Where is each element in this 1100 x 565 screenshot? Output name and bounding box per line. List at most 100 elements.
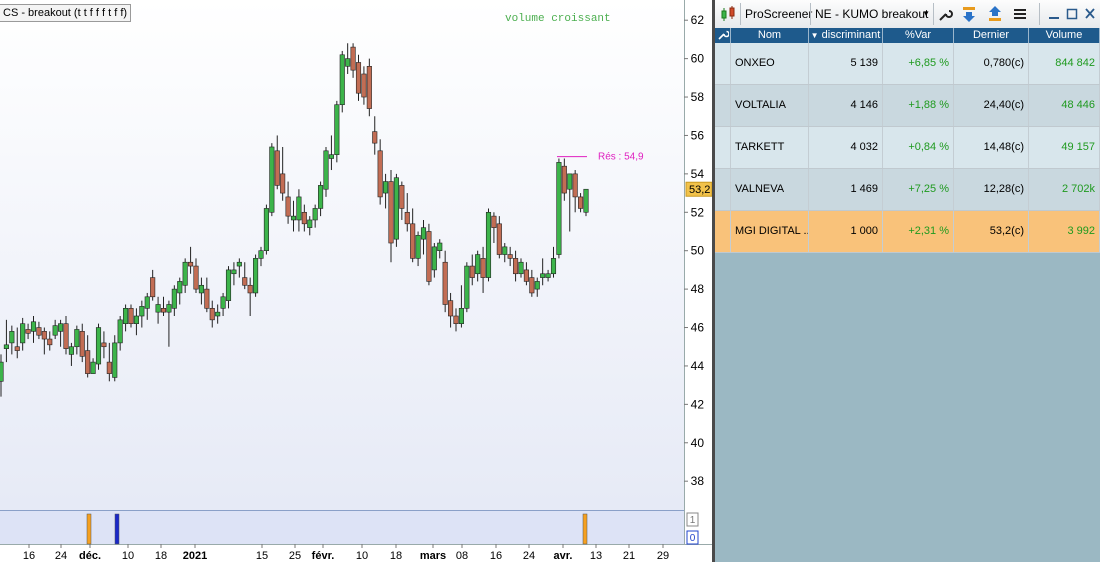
candle-body: [144, 296, 150, 309]
candle-body: [502, 246, 508, 255]
screener-title: ProScreener: [745, 7, 813, 21]
price-tick-label: 58: [691, 90, 705, 104]
price-tick-label: 48: [691, 282, 705, 296]
price-tick-label: 44: [691, 359, 705, 373]
candle-body: [274, 150, 280, 186]
candle-body: [578, 196, 584, 209]
indicator-value-1: 1: [690, 515, 696, 526]
maximize-icon[interactable]: [1066, 3, 1078, 25]
date-tick-label: 29: [657, 550, 669, 562]
price-tick-label: 42: [691, 397, 705, 411]
chart-title[interactable]: CS - breakout (t t f f f t f f): [0, 4, 132, 22]
column-header-volume[interactable]: Volume: [1029, 28, 1100, 43]
candle-body: [534, 281, 540, 290]
table-row[interactable]: TARKETT 4 032 +0,84 % 14,48(c) 49 157: [715, 127, 1100, 169]
price-tick-label: 62: [691, 13, 705, 27]
price-tick-label: 54: [691, 167, 705, 181]
candle-body: [52, 325, 58, 336]
candle-body: [231, 269, 237, 275]
candle-body: [529, 277, 535, 294]
menu-icon[interactable]: [1012, 3, 1028, 25]
candle-body: [63, 323, 69, 349]
candle-body: [220, 296, 226, 309]
close-icon[interactable]: [1084, 3, 1096, 25]
candle-body: [139, 306, 145, 317]
price-tick-label: 50: [691, 244, 705, 258]
candle-body: [280, 173, 286, 194]
signal-bars: [86, 513, 588, 545]
date-tick-label: 2021: [183, 550, 207, 562]
candle-body: [458, 308, 464, 324]
row-discriminant: 1 000: [809, 211, 883, 252]
date-axis-ticks: 16 24 déc. 10 18 2021 15 25 févr. 10 18 mars 08 16 24 a…: [23, 544, 669, 562]
candle-body: [166, 304, 172, 313]
candle-body: [323, 150, 329, 190]
date-tick-label: 25: [289, 550, 301, 562]
candle-body: [95, 327, 102, 365]
candle-body: [101, 342, 107, 348]
candle-body: [14, 346, 20, 351]
price-chart[interactable]: 62 60 58 56 54 52 50 48 46 44 42 40 38 16 24 déc. 10 18 2…: [0, 0, 713, 562]
column-header-last[interactable]: Dernier: [954, 28, 1029, 43]
row-discriminant: 4 032: [809, 127, 883, 168]
column-header-var[interactable]: %Var: [883, 28, 954, 43]
panel-splitter[interactable]: [712, 0, 715, 562]
candle-body: [518, 261, 524, 275]
candlestick-icon[interactable]: [719, 3, 739, 25]
candle-body: [133, 315, 139, 324]
indicator-value-box-0: [686, 530, 699, 545]
table-row[interactable]: VOLTALIA 4 146 +1,88 % 24,40(c) 48 446: [715, 85, 1100, 127]
row-last: 12,28(c): [954, 169, 1029, 210]
chevron-down-icon: ▼: [922, 9, 930, 18]
settings-icon[interactable]: [715, 28, 731, 43]
column-header-name[interactable]: Nom: [731, 28, 809, 43]
row-gutter: [715, 85, 731, 126]
candle-body: [193, 265, 199, 290]
row-volume: 2 702k: [1029, 169, 1100, 210]
candle-body: [491, 215, 497, 228]
indicator-value-0: 0: [690, 533, 696, 544]
column-header-discriminant[interactable]: ▼ discriminant: [809, 28, 883, 43]
candle-body: [253, 258, 259, 294]
price-tick-label: 60: [691, 52, 705, 66]
candle-body: [225, 269, 232, 301]
row-discriminant: 4 146: [809, 85, 883, 126]
row-last: 14,48(c): [954, 127, 1029, 168]
candle-body: [523, 269, 529, 282]
row-var: +6,85 %: [883, 43, 954, 84]
resistance-label: Rés : 54,9: [598, 152, 644, 163]
table-row[interactable]: ONXEO 5 139 +6,85 % 0,780(c) 844 842: [715, 43, 1100, 85]
row-gutter: [715, 43, 731, 84]
table-row[interactable]: VALNEVA 1 469 +7,25 % 12,28(c) 2 702k: [715, 169, 1100, 211]
candle-body: [85, 350, 91, 374]
candle-body: [496, 223, 502, 255]
sort-ascending-icon[interactable]: [987, 3, 1003, 25]
candle-body: [177, 281, 183, 294]
signal-bar: [86, 513, 92, 545]
toolbar-separator: [1039, 3, 1040, 25]
candle-body: [209, 308, 215, 321]
date-tick-label: 16: [490, 550, 502, 562]
candle-body: [269, 146, 275, 213]
candle-body: [583, 188, 589, 213]
date-tick-label: 16: [23, 550, 35, 562]
candlestick-series: [0, 43, 589, 397]
row-name: VALNEVA: [731, 169, 809, 210]
table-row[interactable]: MGI DIGITAL ... 1 000 +2,31 % 53,2(c) 3 992: [715, 211, 1100, 253]
screener-dropdown[interactable]: NE - KUMO breakout ▼: [815, 3, 930, 25]
minimize-icon[interactable]: [1048, 3, 1060, 25]
sort-descending-icon[interactable]: [961, 3, 977, 25]
candle-body: [372, 131, 378, 144]
candle-body: [150, 277, 156, 298]
toolbar-separator: [740, 3, 741, 25]
date-tick-label: 24: [55, 550, 67, 562]
row-name: ONXEO: [731, 43, 809, 84]
candle-body: [301, 211, 307, 225]
candle-body: [20, 323, 26, 344]
wrench-icon[interactable]: [937, 3, 953, 25]
candle-body: [74, 329, 80, 348]
price-axis-ticks: 62 60 58 56 54 52 50 48 46 44 42 40 38: [684, 13, 704, 488]
candle-body: [485, 211, 492, 278]
candle-body: [290, 215, 297, 221]
